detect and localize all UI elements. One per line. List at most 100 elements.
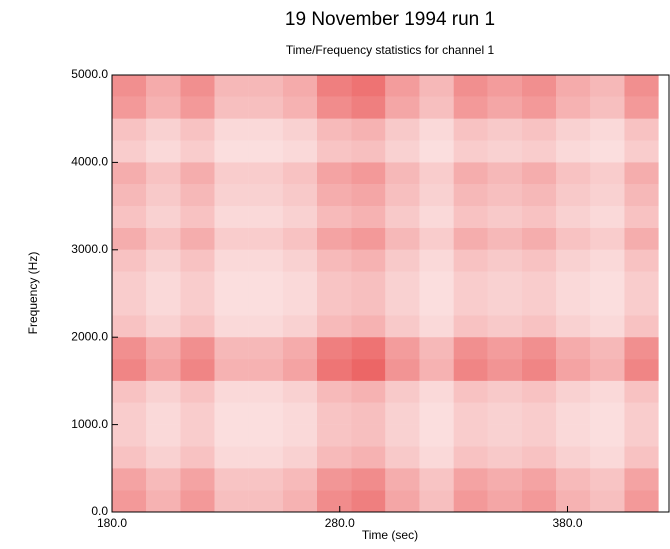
density-cell <box>316 96 352 119</box>
density-cell <box>590 337 625 360</box>
density-cell <box>385 271 420 294</box>
density-cell <box>214 468 249 491</box>
density-cell <box>180 315 215 338</box>
density-cell <box>351 337 386 360</box>
density-cell <box>112 337 147 360</box>
density-cell <box>180 337 215 360</box>
density-cell <box>112 162 147 185</box>
density-cell <box>556 227 591 250</box>
density-cell <box>419 424 454 447</box>
density-cell <box>385 118 420 141</box>
density-cell <box>590 96 625 119</box>
density-cell <box>112 402 147 425</box>
density-cell <box>453 140 488 163</box>
density-cell <box>180 359 215 381</box>
density-cell <box>351 446 386 469</box>
density-cell <box>385 315 420 338</box>
density-cell <box>282 140 317 163</box>
density-cell <box>214 293 249 316</box>
density-cell <box>487 118 522 141</box>
density-cell <box>112 468 147 491</box>
density-cell <box>556 424 591 447</box>
density-cell <box>487 446 522 469</box>
density-cell <box>316 271 352 294</box>
density-cell <box>419 96 454 119</box>
density-cell <box>146 468 181 491</box>
density-cell <box>419 162 454 185</box>
density-cell <box>282 227 317 250</box>
density-cell <box>248 249 283 272</box>
density-cell <box>556 490 591 512</box>
density-cell <box>453 227 488 250</box>
density-cell <box>385 227 420 250</box>
density-cell <box>146 96 181 119</box>
density-cell <box>248 337 283 360</box>
density-cell <box>282 206 317 228</box>
density-cell <box>316 140 352 163</box>
density-cell <box>419 468 454 491</box>
density-cell <box>453 118 488 141</box>
density-cell <box>487 490 522 512</box>
density-cell <box>146 446 181 469</box>
plot-frame <box>111 74 670 513</box>
density-cell <box>590 402 625 425</box>
density-cell <box>282 96 317 119</box>
density-cell <box>419 249 454 272</box>
density-cell <box>248 271 283 294</box>
density-cell <box>385 359 420 381</box>
density-cell <box>112 293 147 316</box>
density-cell <box>419 227 454 250</box>
density-cell <box>316 293 352 316</box>
density-cell <box>112 424 147 447</box>
density-cell <box>590 424 625 447</box>
density-cell <box>453 490 488 512</box>
density-cell <box>385 446 420 469</box>
density-cell <box>385 468 420 491</box>
density-cell <box>487 184 522 207</box>
density-cell <box>351 402 386 425</box>
density-cell <box>351 75 386 97</box>
density-cell <box>282 293 317 316</box>
chart-title: 19 November 1994 run 1 <box>285 9 495 30</box>
density-cell <box>214 118 249 141</box>
density-cell <box>556 140 591 163</box>
density-cell <box>521 337 557 360</box>
density-cell <box>590 118 625 141</box>
density-cell <box>385 337 420 360</box>
density-cell <box>624 249 659 272</box>
density-cell <box>385 184 420 207</box>
density-cell <box>146 380 181 403</box>
density-cell <box>385 96 420 119</box>
density-cell <box>487 96 522 119</box>
density-cell <box>453 424 488 447</box>
density-cell <box>112 184 147 207</box>
density-cell <box>282 359 317 381</box>
density-cell <box>590 380 625 403</box>
density-cell <box>214 446 249 469</box>
density-cell <box>419 380 454 403</box>
density-cell <box>419 206 454 228</box>
density-cell <box>556 249 591 272</box>
density-cell <box>214 337 249 360</box>
density-cell <box>419 271 454 294</box>
density-cell <box>180 490 215 512</box>
density-cell <box>146 184 181 207</box>
density-cell <box>180 75 215 97</box>
density-cell <box>282 380 317 403</box>
density-cell <box>624 206 659 228</box>
density-cell <box>419 184 454 207</box>
density-cell <box>453 271 488 294</box>
density-cell <box>112 96 147 119</box>
density-cell <box>180 249 215 272</box>
density-cell <box>521 446 557 469</box>
density-cell <box>521 293 557 316</box>
density-cell <box>248 293 283 316</box>
density-cell <box>351 271 386 294</box>
density-cell <box>180 140 215 163</box>
density-cell <box>282 118 317 141</box>
density-cell <box>556 359 591 381</box>
density-cell <box>180 424 215 447</box>
density-cell <box>487 293 522 316</box>
density-cell <box>521 206 557 228</box>
